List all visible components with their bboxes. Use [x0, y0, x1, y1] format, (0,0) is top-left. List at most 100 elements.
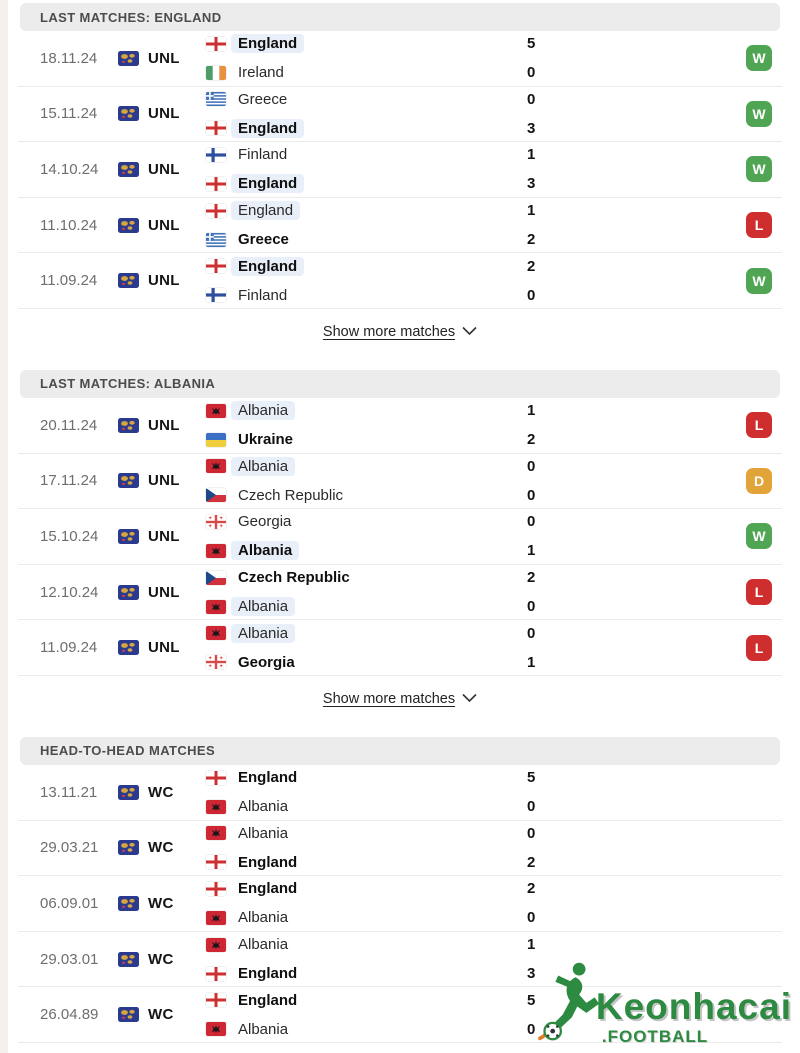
team-name: Albania — [231, 623, 527, 643]
team-name-label: Albania — [231, 456, 296, 476]
teams-and-scores: Albania 0 Czech Republic 0 — [206, 455, 535, 506]
team-name: Albania — [238, 797, 527, 816]
competition: UNL — [118, 472, 206, 489]
match-row[interactable]: 11.09.24 UNL England 2 Finland 0 W — [18, 253, 782, 309]
match-row[interactable]: 26.04.89 WC England 5 Albania 0 — [18, 987, 782, 1043]
team-line: England 5 — [206, 989, 535, 1011]
england-flag-icon — [206, 881, 226, 896]
page-edge — [0, 0, 8, 1053]
match-row[interactable]: 11.09.24 UNL Albania 0 Georgia 1 L — [18, 620, 782, 676]
match-row[interactable]: 12.10.24 UNL Czech Republic 2 Albania 0 L — [18, 565, 782, 621]
match-date: 20.11.24 — [40, 416, 98, 434]
competition-label: UNL — [148, 272, 180, 290]
competition-label: UNL — [148, 527, 180, 545]
teams-and-scores: England 5 Ireland 0 — [206, 33, 535, 84]
team-score: 2 — [527, 231, 536, 249]
team-line: England 5 — [206, 33, 535, 55]
competition: WC — [118, 784, 206, 801]
show-more-link[interactable]: Show more matches — [0, 309, 800, 356]
match-row[interactable]: 14.10.24 UNL Finland 1 England 3 W — [18, 142, 782, 198]
team-name-label: England — [238, 769, 298, 787]
show-more-link[interactable]: Show more matches — [0, 676, 800, 723]
team-score: 2 — [527, 431, 536, 449]
world-map-icon — [118, 951, 139, 967]
watermark-sub: .FOOTBALL — [601, 1027, 709, 1046]
match-rows: 20.11.24 UNL Albania 1 Ukraine 2 L 17.11.24 UNL A… — [18, 398, 782, 676]
match-row[interactable]: 06.09.01 WC England 2 Albania 0 — [18, 876, 782, 932]
team-name-label: Albania — [238, 824, 289, 842]
team-name-label: Albania — [231, 597, 296, 617]
match-row[interactable]: 11.10.24 UNL England 1 Greece 2 L — [18, 198, 782, 254]
watermark-brand: Keonhacai — [595, 986, 792, 1027]
team-name-label: England — [238, 991, 298, 1009]
world-map-icon — [118, 840, 139, 856]
world-map-icon — [118, 217, 139, 233]
team-name: England — [238, 879, 527, 898]
team-score: 5 — [527, 991, 536, 1009]
teams-and-scores: Albania 0 England 2 — [206, 822, 535, 873]
team-score: 0 — [527, 286, 536, 304]
team-score: 0 — [527, 513, 536, 531]
team-name: Greece — [238, 230, 527, 249]
albania-flag-icon — [206, 543, 226, 558]
result-badge: L — [746, 212, 772, 239]
competition-label: UNL — [148, 472, 180, 490]
team-name-label: England — [238, 880, 298, 898]
teams-and-scores: Finland 1 England 3 — [206, 144, 535, 195]
team-name: England — [238, 991, 527, 1010]
team-name: Albania — [238, 824, 527, 843]
competition: UNL — [118, 639, 206, 656]
team-line: England 3 — [206, 117, 535, 139]
competition-label: UNL — [148, 583, 180, 601]
team-name: England — [231, 118, 527, 138]
competition: WC — [118, 895, 206, 912]
match-row[interactable]: 13.11.21 WC England 5 Albania 0 — [18, 765, 782, 821]
competition: UNL — [118, 105, 206, 122]
match-row[interactable]: 29.03.01 WC Albania 1 England 3 — [18, 932, 782, 988]
team-name-label: Ukraine — [238, 431, 294, 449]
match-row[interactable]: 17.11.24 UNL Albania 0 Czech Republic 0 D — [18, 454, 782, 510]
soccer-player-icon — [537, 960, 602, 1047]
show-more-label: Show more matches — [322, 691, 456, 708]
team-name: Albania — [238, 1020, 527, 1039]
team-line: England 1 — [206, 200, 535, 222]
england-flag-icon — [206, 993, 226, 1008]
team-name: Finland — [238, 286, 527, 305]
match-row[interactable]: 15.10.24 UNL Georgia 0 Albania 1 W — [18, 509, 782, 565]
team-name: Finland — [238, 145, 527, 164]
team-name: England — [231, 256, 527, 276]
match-row[interactable]: 15.11.24 UNL Greece 0 England 3 W — [18, 87, 782, 143]
team-score: 2 — [527, 853, 536, 871]
team-name-label: Czech Republic — [238, 569, 350, 587]
team-score: 3 — [527, 175, 536, 193]
show-more-label: Show more matches — [322, 324, 456, 341]
section-title: HEAD-TO-HEAD MATCHES — [40, 743, 216, 759]
team-name: Albania — [238, 935, 527, 954]
team-score: 1 — [527, 542, 536, 560]
match-row[interactable]: 18.11.24 UNL England 5 Ireland 0 W — [18, 31, 782, 87]
match-date: 29.03.21 — [40, 839, 99, 857]
competition: UNL — [118, 161, 206, 178]
team-name: England — [238, 964, 527, 983]
section-header: HEAD-TO-HEAD MATCHES — [20, 736, 780, 765]
match-rows: 13.11.21 WC England 5 Albania 0 29.03.21 WC Alba… — [18, 765, 782, 1043]
team-name-label: England — [231, 201, 301, 221]
albania-flag-icon — [206, 826, 226, 841]
team-score: 0 — [527, 624, 536, 642]
ireland-flag-icon — [206, 65, 226, 80]
team-name-label: Albania — [231, 401, 296, 421]
world-map-icon — [118, 273, 139, 289]
competition: UNL — [118, 528, 206, 545]
finland-flag-icon — [206, 288, 226, 303]
competition-label: WC — [148, 839, 174, 857]
world-map-icon — [118, 1007, 139, 1023]
match-date: 18.11.24 — [40, 49, 98, 67]
match-date: 17.11.24 — [40, 472, 98, 490]
team-score: 5 — [527, 35, 536, 53]
team-name: Albania — [231, 456, 527, 476]
match-row[interactable]: 20.11.24 UNL Albania 1 Ukraine 2 L — [18, 398, 782, 454]
team-line: Albania 0 — [206, 907, 535, 929]
teams-and-scores: Czech Republic 2 Albania 0 — [206, 567, 535, 618]
section-1: LAST MATCHES: ENGLAND 18.11.24 UNL England 5… — [0, 3, 800, 356]
match-row[interactable]: 29.03.21 WC Albania 0 England 2 — [18, 821, 782, 877]
